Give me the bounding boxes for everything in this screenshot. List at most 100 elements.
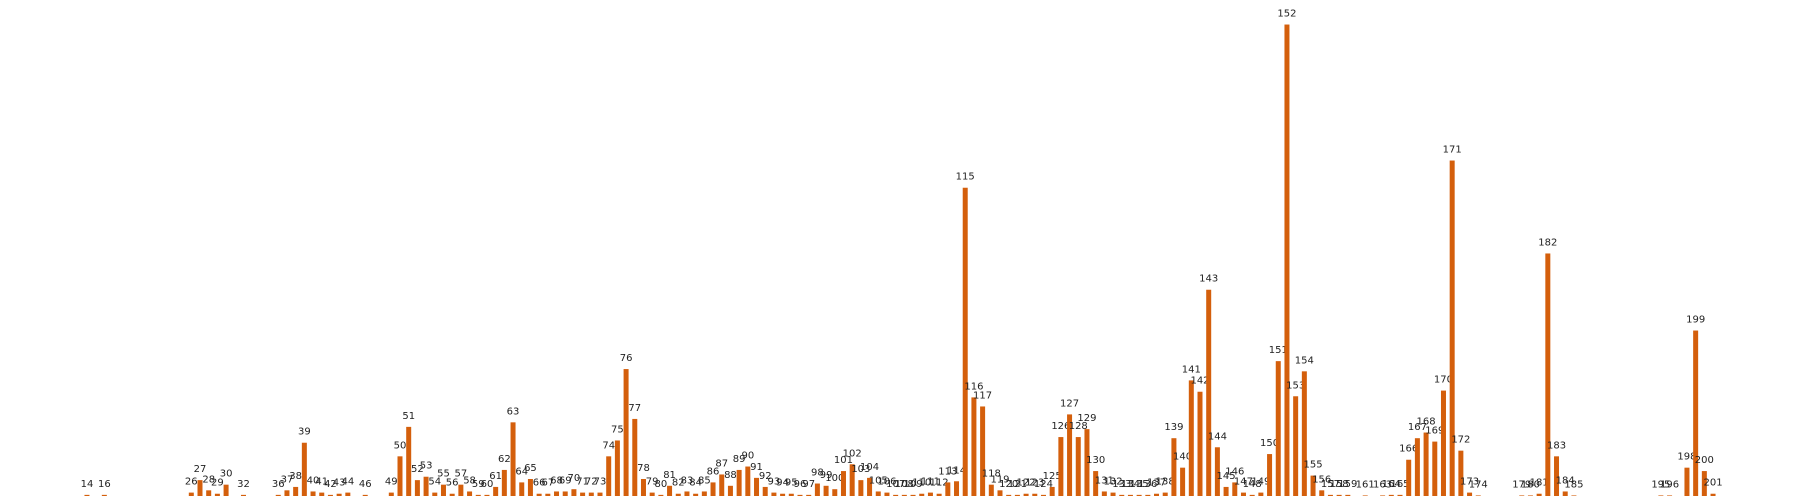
bar xyxy=(1440,390,1446,496)
bar-label: 51 xyxy=(402,411,415,422)
bar xyxy=(762,486,768,496)
bar xyxy=(919,493,925,496)
bar xyxy=(1275,361,1281,496)
bar xyxy=(623,369,629,496)
bar-label: 132 xyxy=(1103,477,1122,488)
bar xyxy=(1449,160,1455,497)
bar-label: 119 xyxy=(990,474,1009,485)
bar xyxy=(675,493,681,496)
bar xyxy=(319,492,325,496)
bar xyxy=(1684,467,1690,496)
bar xyxy=(310,491,316,496)
bar xyxy=(188,492,194,496)
bar xyxy=(1397,494,1403,496)
bar-label: 81 xyxy=(663,470,676,481)
bar xyxy=(1554,456,1560,496)
bar xyxy=(1006,494,1012,496)
bar xyxy=(197,480,203,496)
bar xyxy=(545,493,551,496)
bar-label: 102 xyxy=(843,448,862,459)
bar-label: 106 xyxy=(877,477,896,488)
bar-label: 82 xyxy=(672,478,685,489)
bar xyxy=(901,494,907,496)
bar xyxy=(84,494,90,496)
bar-label: 16 xyxy=(98,479,111,490)
bar-label: 156 xyxy=(1312,474,1331,485)
bar xyxy=(754,477,760,496)
bar-label: 43 xyxy=(333,478,346,489)
bar-label: 196 xyxy=(1660,479,1679,490)
bar-label: 157 xyxy=(1321,479,1340,490)
bar-label: 182 xyxy=(1538,237,1557,248)
bar-label: 104 xyxy=(860,462,879,473)
bar-label: 144 xyxy=(1208,431,1227,442)
bar xyxy=(1258,492,1264,496)
bar-label: 56 xyxy=(446,478,459,489)
bar xyxy=(240,494,246,496)
bar xyxy=(1206,289,1212,496)
bar xyxy=(1119,494,1125,496)
bar-label: 88 xyxy=(724,470,737,481)
bar xyxy=(771,492,777,496)
bar-label: 133 xyxy=(1112,479,1131,490)
bar xyxy=(519,482,525,496)
bar-label: 41 xyxy=(315,477,328,488)
bar-label: 142 xyxy=(1190,376,1209,387)
bar-label: 137 xyxy=(1147,478,1166,489)
bar xyxy=(667,485,673,496)
bar xyxy=(580,492,586,496)
bar xyxy=(345,492,351,496)
bar xyxy=(736,469,742,496)
bar-label: 167 xyxy=(1408,422,1427,433)
bar xyxy=(701,491,707,496)
bar-label: 112 xyxy=(930,478,949,489)
bar-label: 37 xyxy=(281,474,294,485)
bar-label: 131 xyxy=(1095,475,1114,486)
bar xyxy=(640,479,646,496)
bar xyxy=(432,492,438,496)
bar-label: 71 xyxy=(576,477,589,488)
bar xyxy=(936,493,942,496)
bar xyxy=(1701,471,1707,496)
bar xyxy=(962,187,968,496)
bar-label: 127 xyxy=(1060,398,1079,409)
bar xyxy=(1658,495,1664,496)
bar xyxy=(814,483,820,496)
bar xyxy=(1014,494,1020,496)
bar xyxy=(206,490,212,496)
bar xyxy=(867,477,873,496)
bar xyxy=(554,491,560,496)
bar-label: 79 xyxy=(646,477,659,488)
bar-label: 42 xyxy=(324,479,337,490)
bar-label: 125 xyxy=(1043,471,1062,482)
bar xyxy=(1519,495,1525,496)
bar xyxy=(927,492,933,496)
bar-label: 98 xyxy=(811,468,824,479)
bar xyxy=(1406,459,1412,496)
bar-label: 124 xyxy=(1034,479,1053,490)
bar xyxy=(293,486,299,496)
bar xyxy=(832,489,838,496)
bar-label: 26 xyxy=(185,477,198,488)
bar xyxy=(501,469,507,496)
bar-label: 75 xyxy=(611,424,624,435)
bar-label: 180 xyxy=(1521,479,1540,490)
bar xyxy=(223,484,229,496)
bar-label: 161 xyxy=(1356,479,1375,490)
bar-label: 67 xyxy=(541,478,554,489)
bar-label: 158 xyxy=(1330,479,1349,490)
bar-label: 73 xyxy=(594,477,607,488)
bar xyxy=(1162,492,1168,496)
bar-label: 155 xyxy=(1303,460,1322,471)
bar xyxy=(1197,391,1203,496)
bar-label: 185 xyxy=(1564,479,1583,490)
bar-label: 65 xyxy=(524,463,537,474)
bar xyxy=(1171,438,1177,496)
bar-label: 153 xyxy=(1286,380,1305,391)
bar-label: 184 xyxy=(1556,475,1575,486)
bar xyxy=(414,480,420,496)
bar-label: 95 xyxy=(785,478,798,489)
bar-label: 141 xyxy=(1182,364,1201,375)
bar xyxy=(649,492,655,496)
bar xyxy=(997,490,1003,496)
